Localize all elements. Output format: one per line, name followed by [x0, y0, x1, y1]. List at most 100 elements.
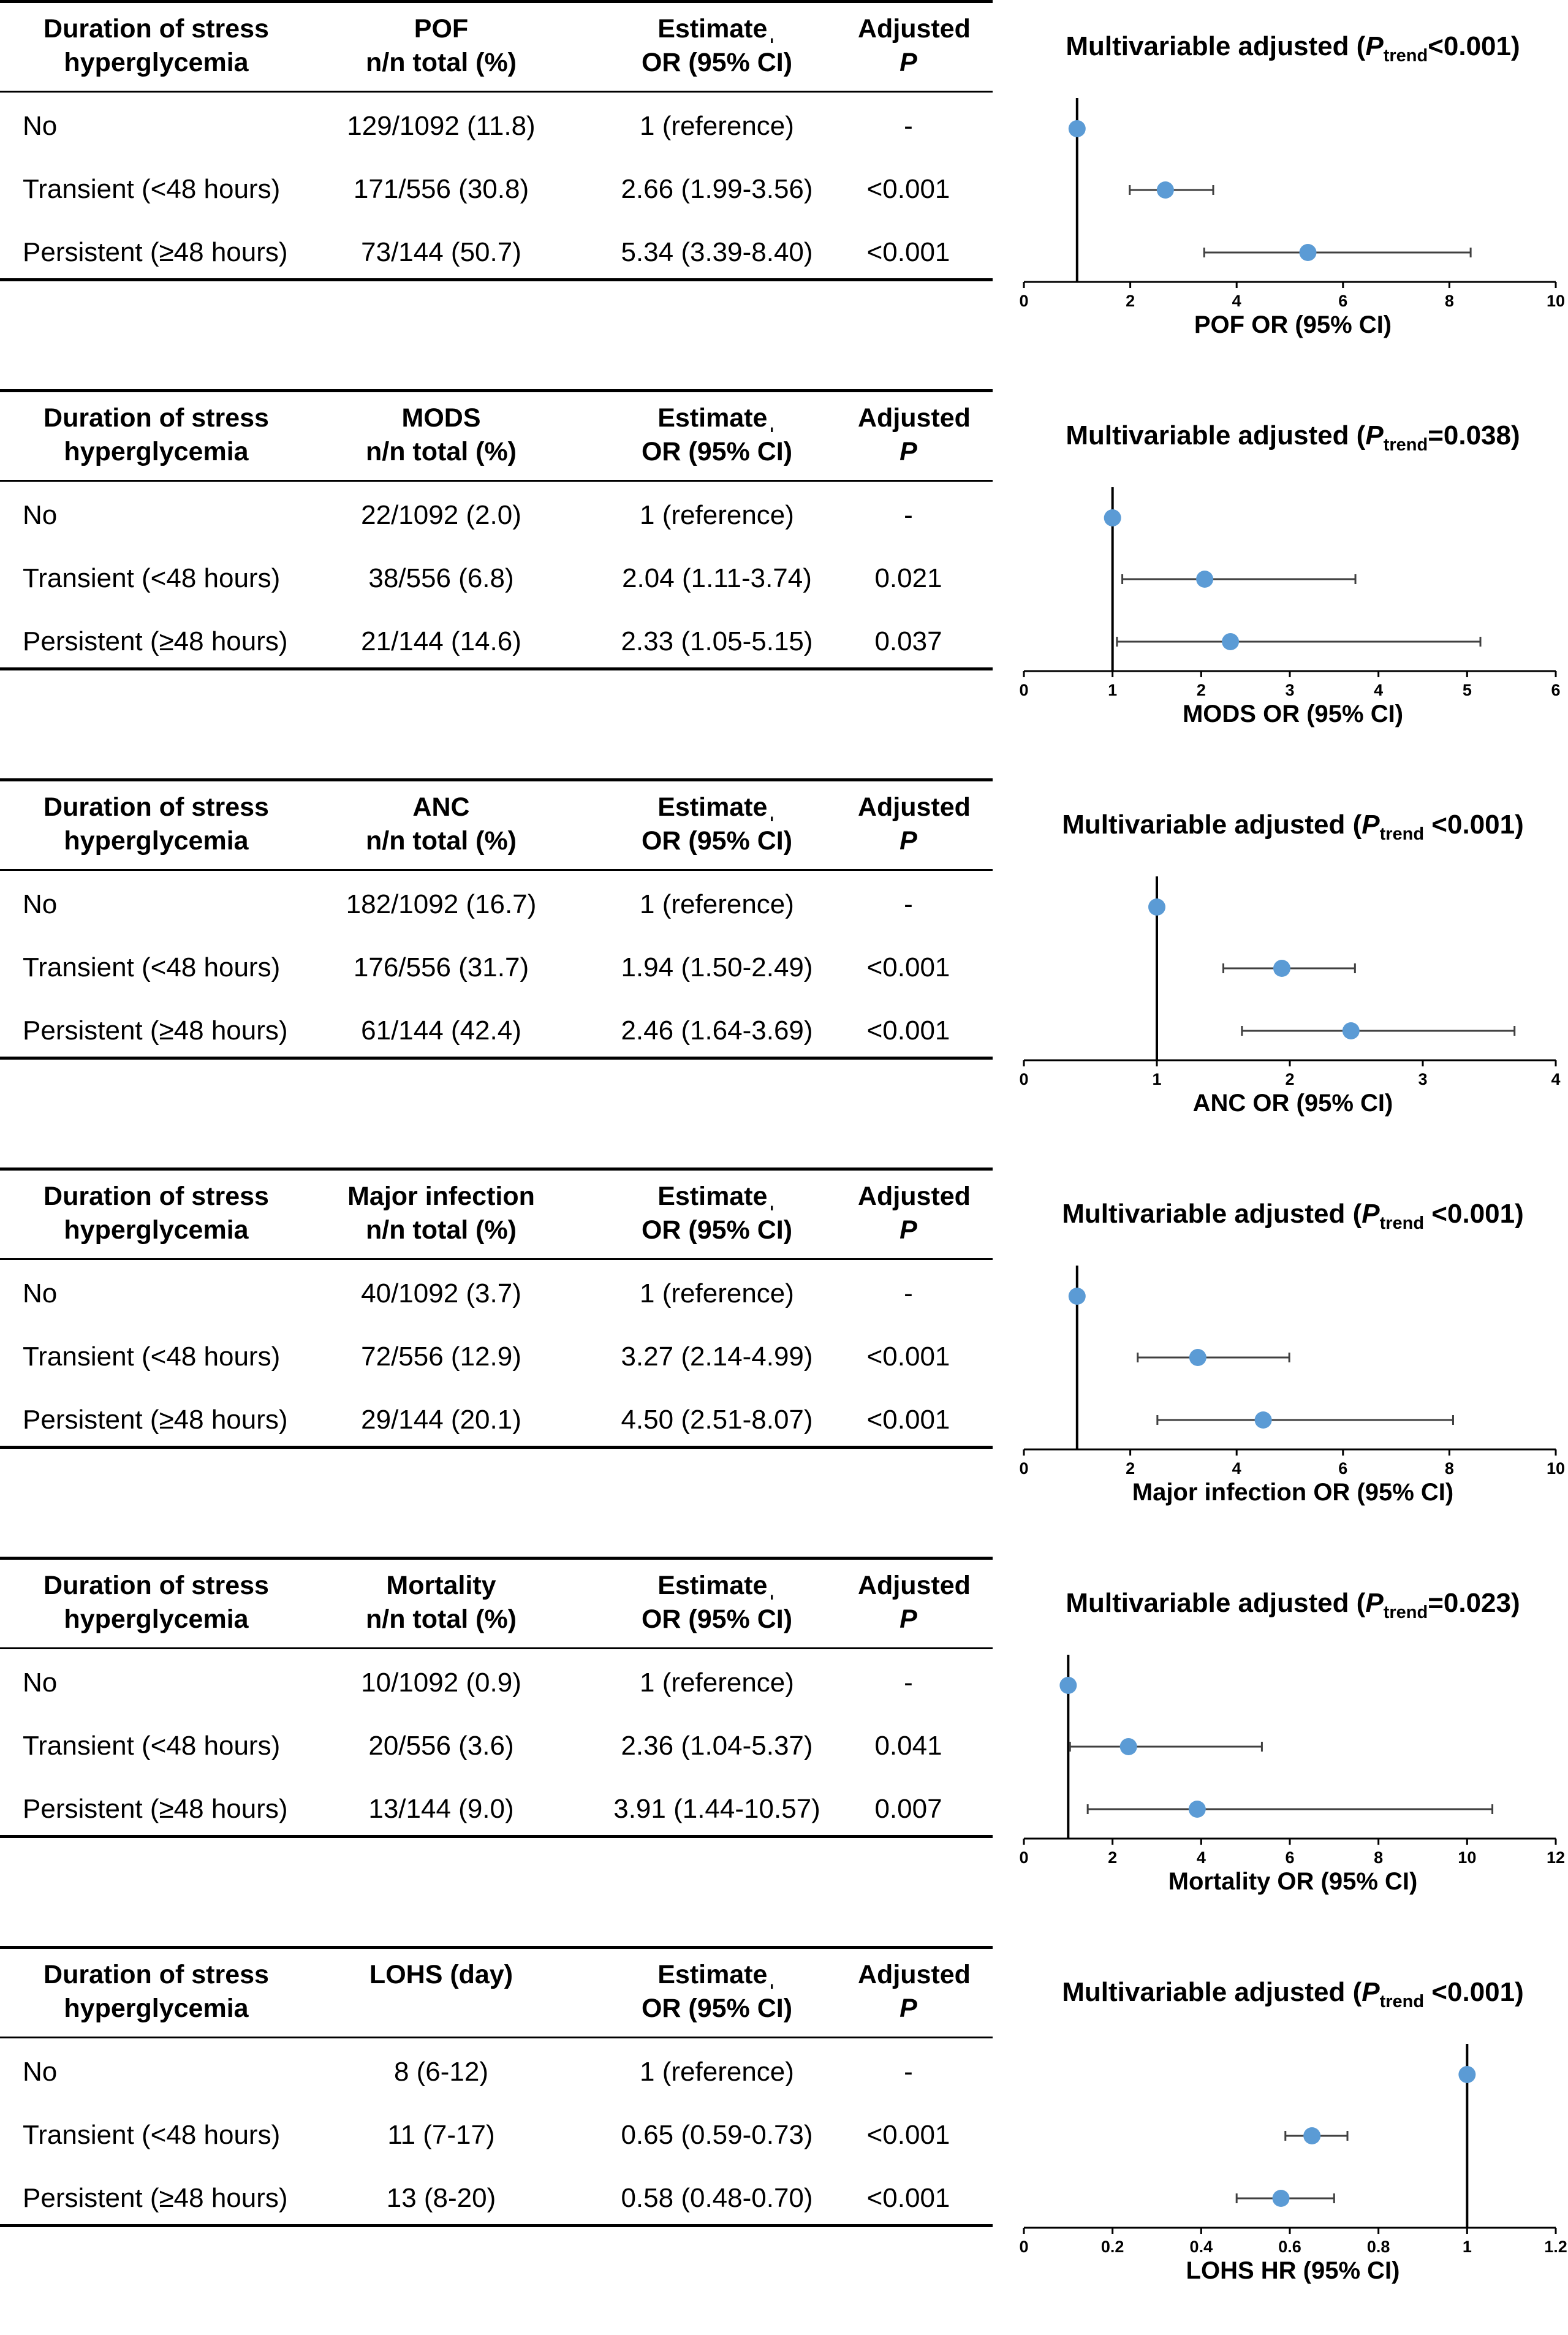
cell-count: 22/1092 (2.0) [361, 500, 521, 530]
table-header-rule [0, 2037, 993, 2038]
header-duration-line2: hyperglycemia [64, 826, 249, 856]
cell-estimate: 2.46 (1.64-3.69) [621, 1016, 813, 1046]
cell-estimate: 0.58 (0.48-0.70) [621, 2183, 813, 2213]
cell-estimate: 2.66 (1.99-3.56) [621, 174, 813, 204]
x-tick-label: 0 [1019, 292, 1028, 310]
cell-group: Transient (<48 hours) [23, 1731, 281, 1761]
x-axis-label: Mortality OR (95% CI) [1168, 1868, 1418, 1895]
header-duration-line2: hyperglycemia [64, 1994, 249, 2023]
x-tick-label: 1.2 [1544, 2238, 1567, 2256]
header-estimate-line1: Estimateˌ [657, 1182, 776, 1211]
cell-p: <0.001 [866, 1016, 950, 1046]
header-estimate-line1: Estimateˌ [657, 792, 776, 822]
forest-plot-svg: 0 0.2 0.4 0.6 0.8 1 1.2 [1019, 2044, 1567, 2256]
table-bottom-rule [0, 1057, 993, 1060]
table-header-rule [0, 480, 993, 482]
header-adjusted-p-line1: Adjusted [858, 403, 971, 433]
chart-title-prefix: Multivariable adjusted ( [1066, 1588, 1366, 1618]
header-outcome-line1: LOHS (day) [369, 1960, 513, 1989]
estimate-point [1222, 633, 1240, 650]
table-top-rule [0, 1557, 993, 1560]
chart-title-value: <0.001 [1424, 1199, 1515, 1229]
header-adjusted-p: Adjusted P [858, 401, 971, 469]
x-tick-label: 2 [1126, 1459, 1135, 1478]
results-table: Duration of stress hyperglycemia LOHS (day… [0, 1946, 993, 2228]
panel-4: Duration of stress hyperglycemia Major inf… [0, 1168, 1568, 1557]
x-axis-label: Major infection OR (95% CI) [1132, 1479, 1454, 1506]
x-tick-label: 2 [1285, 1070, 1294, 1088]
chart-title: Multivariable adjusted (Ptrend <0.001) [1017, 807, 1568, 852]
estimate-point [1188, 1801, 1206, 1818]
forest-plot: Multivariable adjusted (Ptrend <0.001) Ma… [1017, 1168, 1568, 1557]
chart-title-suffix: ) [1511, 31, 1520, 61]
cell-count: 176/556 (31.7) [353, 952, 529, 982]
cell-group: Persistent (≥48 hours) [23, 626, 288, 656]
table-bottom-rule [0, 1446, 993, 1449]
table-top-rule [0, 389, 993, 392]
header-outcome: Major infection n/n total (%) [306, 1180, 576, 1247]
panel-5: Duration of stress hyperglycemia Mortality… [0, 1557, 1568, 1946]
header-outcome-line2: n/n total (%) [365, 48, 517, 77]
x-tick-label: 8 [1445, 292, 1454, 310]
x-tick-label: 4 [1374, 681, 1383, 699]
header-outcome-line2: n/n total (%) [365, 1604, 517, 1634]
header-duration-line2: hyperglycemia [64, 1604, 249, 1634]
panel-6: Duration of stress hyperglycemia LOHS (day… [0, 1946, 1568, 2335]
table-header-rule [0, 91, 993, 93]
x-tick-label: 6 [1285, 1848, 1294, 1867]
header-duration: Duration of stress hyperglycemia [12, 1569, 300, 1636]
chart-title-value: =0.038 [1428, 420, 1511, 450]
header-outcome-line1: Major infection [347, 1182, 535, 1211]
cell-count: 61/144 (42.4) [361, 1016, 521, 1046]
results-table: Duration of stress hyperglycemia POF n/n to… [0, 0, 993, 282]
x-tick-label: 0 [1019, 1848, 1028, 1867]
chart-title: Multivariable adjusted (Ptrend<0.001) [1017, 28, 1568, 74]
panel-3: Duration of stress hyperglycemia ANC n/n to… [0, 778, 1568, 1168]
x-axis-label: POF OR (95% CI) [1194, 311, 1392, 338]
x-tick-label: 0 [1019, 1070, 1028, 1088]
header-duration: Duration of stress hyperglycemia [12, 791, 300, 858]
cell-p: <0.001 [866, 2120, 950, 2150]
cell-p: 0.021 [874, 563, 942, 593]
x-tick-label: 4 [1551, 1070, 1560, 1088]
estimate-point [1068, 1288, 1086, 1305]
cell-estimate: 0.65 (0.59-0.73) [621, 2120, 813, 2150]
cell-count: 21/144 (14.6) [361, 626, 521, 656]
chart-title-suffix: ) [1515, 1977, 1524, 2007]
x-tick-label: 0.6 [1278, 2238, 1301, 2256]
x-axis-label: MODS OR (95% CI) [1182, 700, 1404, 727]
forest-plot: Multivariable adjusted (Ptrend=0.038) MOD… [1017, 389, 1568, 778]
chart-title-suffix: ) [1511, 420, 1520, 450]
cell-group: No [23, 111, 58, 141]
x-tick-label: 8 [1445, 1459, 1454, 1478]
header-outcome: Mortality n/n total (%) [306, 1569, 576, 1636]
x-tick-label: 0.4 [1190, 2238, 1213, 2256]
header-duration-line2: hyperglycemia [64, 437, 249, 466]
forest-plot-svg: 0 2 4 6 8 10 12 [1019, 1655, 1565, 1867]
header-estimate-line1: Estimateˌ [657, 403, 776, 433]
results-table: Duration of stress hyperglycemia Mortality… [0, 1557, 993, 1839]
chart-title-suffix: ) [1511, 1588, 1520, 1618]
cell-count: 10/1092 (0.9) [361, 1668, 521, 1698]
cell-group: No [23, 2057, 58, 2087]
cell-p: <0.001 [866, 2183, 950, 2213]
chart-title-p: P [1365, 31, 1384, 61]
header-estimate-line2: OR (95% CI) [641, 1994, 793, 2023]
cell-estimate: 1 (reference) [640, 111, 794, 141]
x-tick-label: 4 [1197, 1848, 1206, 1867]
x-tick-label: 6 [1551, 681, 1560, 699]
estimate-point [1119, 1738, 1137, 1755]
chart-title-p: P [1365, 420, 1384, 450]
cell-estimate: 1 (reference) [640, 500, 794, 530]
header-outcome: MODS n/n total (%) [306, 401, 576, 469]
chart-title-sub: trend [1383, 1603, 1428, 1622]
header-adjusted-p-line2: P [900, 437, 917, 466]
cell-group: Transient (<48 hours) [23, 563, 281, 593]
x-tick-label: 4 [1232, 292, 1241, 310]
forest-plot-svg: 0 2 4 6 8 10 [1019, 1266, 1565, 1478]
table-bottom-rule [0, 2224, 993, 2227]
header-adjusted-p-line1: Adjusted [858, 1571, 971, 1600]
table-top-rule [0, 778, 993, 781]
header-duration-line2: hyperglycemia [64, 1215, 249, 1245]
cell-estimate: 3.91 (1.44-10.57) [613, 1794, 820, 1824]
